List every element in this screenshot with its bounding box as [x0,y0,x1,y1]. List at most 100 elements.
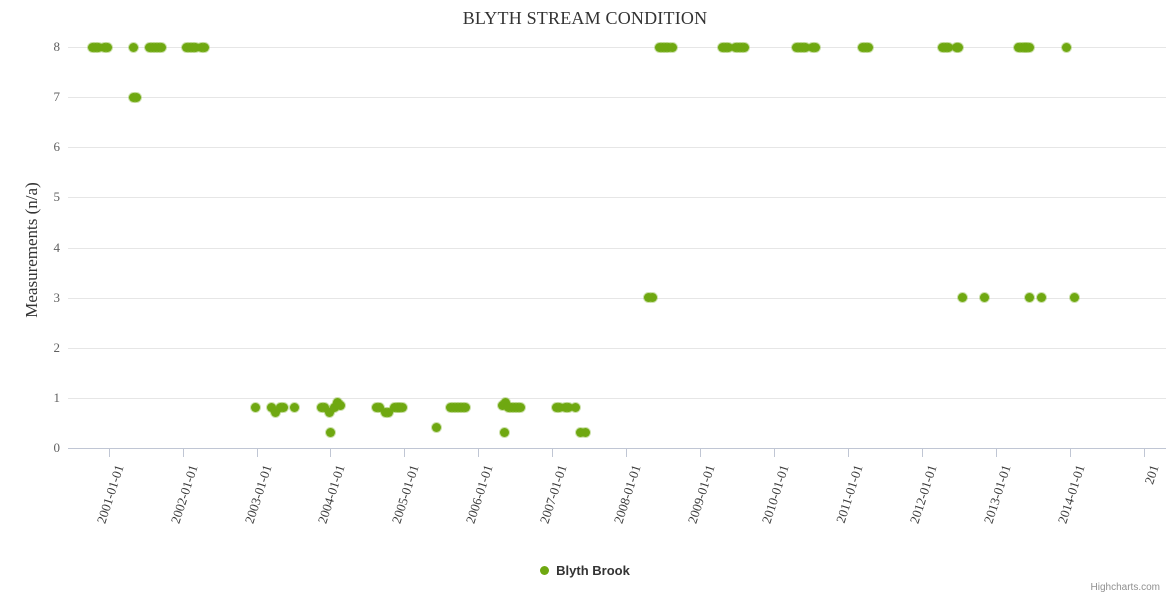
data-point[interactable] [555,403,565,413]
data-point[interactable] [190,42,200,52]
data-point[interactable] [279,403,289,413]
data-point[interactable] [581,428,591,438]
data-point[interactable] [290,403,300,413]
x-axis-tick [922,448,923,457]
data-point[interactable] [1025,293,1035,303]
x-axis-tick-label: 2008-01-01 [610,462,644,526]
y-axis-tick-label: 0 [53,440,61,455]
data-point[interactable] [271,408,281,418]
data-point[interactable] [740,42,750,52]
data-point[interactable] [398,403,408,413]
data-point[interactable] [980,293,990,303]
x-axis-tick-label: 2013-01-01 [980,462,1014,526]
x-axis-tick [626,448,628,457]
data-point[interactable] [864,42,874,52]
chart-title: BLYTH STREAM CONDITION [462,8,708,28]
x-axis-tick-label: 2006-01-01 [462,462,497,526]
x-axis-tick-label: 2012-01-01 [906,462,940,526]
x-axis-tick [1143,448,1145,457]
x-axis-tick [552,448,554,457]
data-point[interactable] [944,42,954,52]
data-point[interactable] [723,42,733,52]
data-point[interactable] [575,428,585,438]
data-point[interactable] [383,408,393,418]
data-point[interactable] [102,42,112,52]
x-axis-tick [774,448,776,457]
y-axis-labels: 8 7 6 5 4 3 2 1 0 [0,39,61,455]
gridline-y-3 [68,297,1166,299]
y-axis-tick-label: 3 [53,289,61,305]
data-point[interactable] [325,428,335,438]
x-axis-tick [478,448,480,457]
data-point[interactable] [335,400,345,410]
x-axis-tick-label: 2003-01-01 [241,462,275,526]
gridline-y-7 [68,97,1166,99]
x-axis-tick-label: 2014-01-01 [1054,462,1088,526]
legend-marker-icon [540,566,550,576]
x-axis-tick-label: 2011-01-01 [832,462,866,525]
data-point[interactable] [958,293,968,303]
x-axis-tick [330,448,332,457]
y-axis-tick-label: 7 [53,89,61,105]
gridline-y-1 [68,397,1166,399]
legend-item-label: Blyth Brook [556,563,630,579]
data-point[interactable] [516,403,525,413]
data-point[interactable] [431,423,441,433]
data-point[interactable] [501,398,511,408]
data-point[interactable] [1025,42,1035,52]
x-axis-tick [182,448,184,457]
x-axis-tick [995,448,997,457]
data-point[interactable] [250,403,260,413]
data-point[interactable] [131,92,141,102]
x-axis-tick [108,448,110,457]
data-point[interactable] [800,42,810,52]
x-axis-tick-label: 201 [1141,462,1162,487]
y-axis-tick-label: 4 [53,239,61,255]
data-point[interactable] [1069,293,1079,303]
data-point[interactable] [93,42,103,52]
x-axis-tick [256,448,258,457]
legend-item-blyth-brook[interactable]: Blyth Brook [540,562,630,578]
data-point[interactable] [811,42,821,52]
data-point[interactable] [500,428,510,438]
data-point[interactable] [329,403,339,413]
data-point[interactable] [460,403,470,413]
x-axis-tick [404,448,406,457]
x-axis-tick [700,448,702,457]
highcharts-credits-link[interactable]: Highcharts.com [1090,582,1160,593]
data-point[interactable] [564,403,574,413]
x-axis-tick-label: 2005-01-01 [389,462,423,526]
y-axis-tick-label: 8 [53,39,61,54]
data-point[interactable] [1062,42,1072,52]
data-point[interactable] [266,403,276,413]
data-point[interactable] [667,42,677,52]
x-axis-tick-label: 2009-01-01 [684,462,718,526]
x-axis-tick-label: 2001-01-01 [93,462,127,526]
x-axis-tick-label: 2002-01-01 [167,462,201,526]
data-point[interactable] [320,403,330,413]
x-axis-tick-label: 2007-01-01 [536,462,570,526]
data-point[interactable] [200,42,210,52]
data-point[interactable] [647,293,657,303]
x-axis-tick-label: 2004-01-01 [315,462,349,526]
gridline-y-2 [68,347,1166,349]
x-axis-tick-label: 2010-01-01 [758,462,792,526]
data-point[interactable] [954,42,964,52]
gridline-y-6 [68,147,1166,149]
data-point[interactable] [156,42,166,52]
data-point[interactable] [1037,293,1047,303]
gridline-y-5 [68,197,1166,199]
gridline-y-8 [68,47,1166,48]
y-axis-tick-label: 5 [53,189,61,205]
data-point[interactable] [571,403,581,413]
x-axis-line [68,448,1166,449]
y-axis-tick-label: 2 [53,339,61,355]
chart-legend: Blyth Brook [0,562,1170,578]
data-point[interactable] [128,42,138,52]
gridline-y-4 [68,247,1166,249]
y-axis-tick-label: 6 [53,139,61,155]
data-point[interactable] [374,403,384,413]
data-point[interactable] [325,408,335,418]
plot-area [68,42,1166,449]
